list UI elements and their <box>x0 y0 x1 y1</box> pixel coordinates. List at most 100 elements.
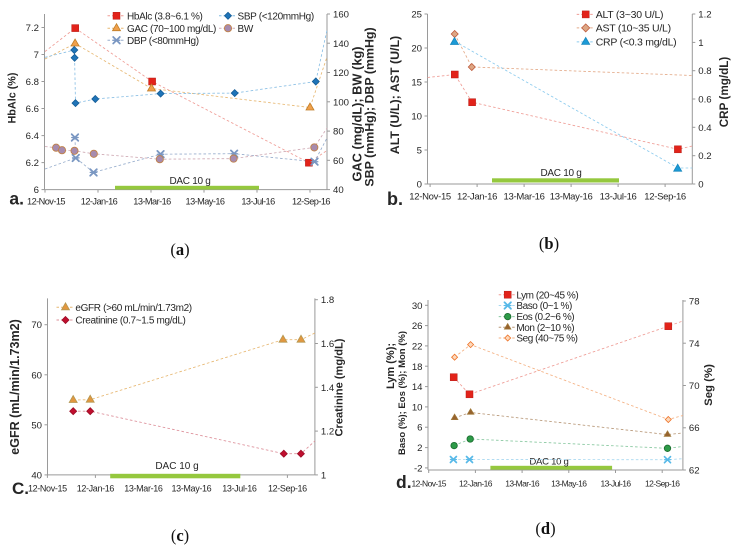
svg-text:DAC 10 g: DAC 10 g <box>529 457 568 468</box>
svg-text:(b): (b) <box>539 234 559 253</box>
svg-text:13-Mar-16: 13-Mar-16 <box>133 197 171 207</box>
svg-text:Baso (%); Eos (%); Mon (%): Baso (%); Eos (%); Mon (%) <box>397 331 408 455</box>
svg-text:6.2: 6.2 <box>26 158 39 169</box>
svg-text:(c): (c) <box>171 526 189 545</box>
svg-text:BW: BW <box>238 24 254 35</box>
svg-text:18: 18 <box>412 362 423 373</box>
svg-text:100: 100 <box>333 97 349 108</box>
svg-text:12-Nov-15: 12-Nov-15 <box>412 479 447 489</box>
svg-text:SBP (<120mmHg): SBP (<120mmHg) <box>238 11 314 22</box>
svg-text:0.6: 0.6 <box>698 95 711 106</box>
svg-text:GAC (70~100 mg/dL): GAC (70~100 mg/dL) <box>127 24 216 35</box>
svg-text:1.2: 1.2 <box>321 427 334 438</box>
svg-text:0.8: 0.8 <box>698 66 711 77</box>
svg-text:13-Jul-16: 13-Jul-16 <box>222 484 257 494</box>
svg-text:13-May-16: 13-May-16 <box>171 484 211 494</box>
svg-text:12-Sep-16: 12-Sep-16 <box>644 192 686 203</box>
svg-text:CRP (mg/dL): CRP (mg/dL) <box>718 57 731 128</box>
svg-text:1.2: 1.2 <box>698 10 711 21</box>
svg-text:Eos (0.2~6 %): Eos (0.2~6 %) <box>516 312 574 323</box>
svg-text:DAC 10 g: DAC 10 g <box>170 176 211 187</box>
svg-text:eGFR (mL/min/1.73m2): eGFR (mL/min/1.73m2) <box>8 319 22 454</box>
svg-text:DAC 10 g: DAC 10 g <box>155 461 198 472</box>
svg-text:AST (10~35 U/L): AST (10~35 U/L) <box>596 23 671 35</box>
svg-text:-2: -2 <box>414 463 423 474</box>
svg-text:b.: b. <box>387 189 403 209</box>
svg-text:(a): (a) <box>170 240 189 259</box>
svg-text:40: 40 <box>333 185 344 196</box>
svg-text:12-Sep-16: 12-Sep-16 <box>268 484 307 494</box>
svg-text:13-Mar-16: 13-Mar-16 <box>124 484 163 494</box>
svg-text:12-Jan-16: 12-Jan-16 <box>77 484 115 494</box>
svg-text:Mon (2~10 %): Mon (2~10 %) <box>516 323 574 334</box>
svg-text:0: 0 <box>698 180 703 191</box>
svg-text:13-Jul-16: 13-Jul-16 <box>600 479 631 489</box>
svg-text:0.2: 0.2 <box>698 151 711 162</box>
svg-text:80: 80 <box>333 127 344 138</box>
svg-text:2: 2 <box>417 443 422 454</box>
svg-text:12-Nov-15: 12-Nov-15 <box>27 197 65 207</box>
svg-text:0: 0 <box>417 180 422 191</box>
svg-text:12-Sep-16: 12-Sep-16 <box>645 479 680 489</box>
svg-text:60: 60 <box>31 370 42 381</box>
svg-text:12-Jan-16: 12-Jan-16 <box>459 479 493 489</box>
svg-text:25: 25 <box>411 10 422 21</box>
svg-text:10: 10 <box>411 112 422 123</box>
svg-text:1: 1 <box>698 38 703 49</box>
svg-text:a.: a. <box>9 189 24 209</box>
svg-text:6.8: 6.8 <box>26 77 39 88</box>
svg-text:13-May-16: 13-May-16 <box>550 192 593 203</box>
svg-text:13-May-16: 13-May-16 <box>186 197 225 207</box>
svg-text:10: 10 <box>412 402 423 413</box>
svg-text:1.4: 1.4 <box>321 383 335 394</box>
svg-text:HbAlc (3.8~6.1 %): HbAlc (3.8~6.1 %) <box>127 11 202 22</box>
svg-text:40: 40 <box>31 470 42 481</box>
svg-text:ALT (U/L); AST (U/L): ALT (U/L); AST (U/L) <box>388 36 402 154</box>
svg-text:6: 6 <box>417 423 422 434</box>
svg-text:Seg (%): Seg (%) <box>703 364 715 406</box>
svg-text:(d): (d) <box>535 519 555 538</box>
svg-text:66: 66 <box>689 423 700 434</box>
svg-text:62: 62 <box>689 466 700 477</box>
svg-text:13-Mar-16: 13-Mar-16 <box>505 479 540 489</box>
svg-text:22: 22 <box>412 341 423 352</box>
svg-text:Lym (20~45 %): Lym (20~45 %) <box>516 290 578 301</box>
svg-text:6.4: 6.4 <box>26 131 40 142</box>
svg-text:d.: d. <box>396 472 412 492</box>
svg-text:20: 20 <box>411 44 422 55</box>
svg-text:15: 15 <box>411 78 422 89</box>
svg-text:0.4: 0.4 <box>698 123 712 134</box>
svg-text:120: 120 <box>333 68 349 79</box>
svg-text:1.6: 1.6 <box>321 339 334 350</box>
svg-text:Seg (40~75 %): Seg (40~75 %) <box>516 334 577 345</box>
svg-text:eGFR (>60 mL/min/1.73m2): eGFR (>60 mL/min/1.73m2) <box>75 303 191 314</box>
svg-text:60: 60 <box>333 156 344 167</box>
svg-text:140: 140 <box>333 39 349 50</box>
svg-text:7: 7 <box>34 50 39 61</box>
svg-text:13-Jul-16: 13-Jul-16 <box>241 197 275 207</box>
svg-text:6: 6 <box>34 185 39 196</box>
svg-text:26: 26 <box>412 321 423 332</box>
svg-text:1.8: 1.8 <box>321 295 334 306</box>
svg-text:70: 70 <box>689 381 700 392</box>
svg-text:DBP (<80mmHg): DBP (<80mmHg) <box>127 36 199 47</box>
svg-text:CRP (<0.3 mg/dL): CRP (<0.3 mg/dL) <box>596 37 677 49</box>
svg-text:12-Jan-16: 12-Jan-16 <box>457 192 497 203</box>
svg-text:HbAlc (%): HbAlc (%) <box>7 72 19 123</box>
svg-text:13-Mar-16: 13-Mar-16 <box>504 192 545 203</box>
svg-text:12-Jan-16: 12-Jan-16 <box>81 197 118 207</box>
svg-text:5: 5 <box>417 146 422 157</box>
svg-text:50: 50 <box>31 420 42 431</box>
svg-text:7.2: 7.2 <box>26 23 39 34</box>
svg-text:DAC 10 g: DAC 10 g <box>541 168 582 179</box>
svg-text:C.: C. <box>12 479 29 498</box>
svg-text:1: 1 <box>321 470 326 481</box>
svg-text:12-Nov-15: 12-Nov-15 <box>409 192 451 203</box>
svg-text:160: 160 <box>333 10 349 21</box>
svg-text:ALT (3~30 U/L): ALT (3~30 U/L) <box>596 9 664 21</box>
svg-text:74: 74 <box>689 339 700 350</box>
svg-text:Creatinine (0.7~1.5 mg/dL): Creatinine (0.7~1.5 mg/dL) <box>75 316 185 327</box>
svg-text:13-May-16: 13-May-16 <box>551 479 587 489</box>
svg-text:12-Nov-15: 12-Nov-15 <box>28 484 67 494</box>
svg-text:13-Jul-16: 13-Jul-16 <box>600 192 637 203</box>
